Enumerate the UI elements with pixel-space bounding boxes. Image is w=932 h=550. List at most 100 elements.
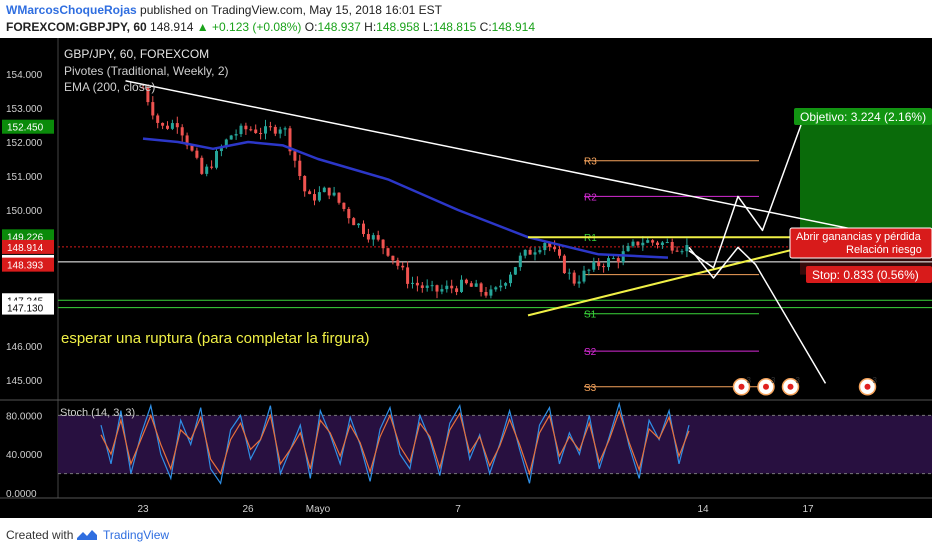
price-tick-label: 145.000 [6,376,43,387]
candle-body [611,258,615,260]
candle-body [357,223,361,226]
chart-title: GBP/JPY, 60, FOREXCOM [64,47,209,61]
candle-body [156,115,160,123]
candle-body [264,126,267,134]
chart-annotation: esperar una ruptura (para completar la f… [61,330,369,347]
candle-body [528,249,532,255]
high-value: 148.958 [376,20,420,34]
candle-body [646,240,650,243]
candle-body [342,202,346,209]
time-axis: 2326Mayo71417212428 [137,504,814,515]
candle-body [509,274,512,284]
up-arrow-icon: ▲ [196,20,209,34]
candle-body [592,261,596,270]
candle-body [577,281,581,284]
price-mark-label: 148.393 [7,261,44,272]
candle-body [362,223,365,235]
candle-body [641,242,645,246]
time-tick-label: Mayo [306,504,331,515]
candle-body [430,285,434,287]
risk-info-line: Relación riesgo [846,244,922,256]
candle-body [582,270,586,282]
tradingview-logo-icon[interactable] [76,526,98,542]
main-pane[interactable]: 154.000 153.000 152.000 151.000 150.000 146.0… [0,38,932,499]
indicator-legend: EMA (200, close) [64,80,155,94]
candle-body [562,255,566,274]
price-mark-box [2,239,54,254]
candle-body [303,176,307,192]
candle-body [460,279,463,292]
published-text: published on TradingView.com, May 15, 20… [140,3,442,17]
low-value: 148.815 [432,20,477,34]
candle-body [406,267,410,284]
candle-body [665,241,669,243]
stoch-tick-label: 0.0000 [6,489,37,500]
price-change: +0.123 (+0.08%) [212,20,302,34]
candle-body [190,145,194,151]
tradingview-link[interactable]: TradingView [103,528,170,542]
candle-body [293,151,297,161]
candle-body [499,285,503,288]
chart-canvas[interactable]: 154.000 153.000 152.000 151.000 150.000 146.0… [0,38,932,518]
open-value: 148.937 [317,20,361,34]
candle-body [543,242,547,251]
candle-body [626,245,630,252]
time-tick-label: 17 [802,504,814,515]
price-mark-box [2,300,54,315]
candle-body [273,126,277,134]
pivot-label: S2 [584,347,597,358]
candle-body [337,192,341,203]
risk-info-line: Abrir ganancias y pérdida [796,231,922,243]
event-dot [763,383,769,390]
event-badge-count: 3 [796,376,801,385]
candle-body [440,289,444,292]
candle-body [425,285,429,288]
price-tick-label: 150.000 [6,206,43,217]
price-tick-label: 151.000 [6,172,43,183]
price-tick-label: 154.000 [6,70,43,81]
candle-body [200,157,204,174]
pivot-label: R2 [584,192,597,203]
time-tick-label: 26 [242,504,254,515]
candle-body [607,258,610,268]
candle-body [224,139,228,148]
candle-body [518,255,522,268]
publish-line: WMarcosChoqueRojas published on TradingV… [6,3,442,17]
candle-body [538,250,542,253]
price-mark-box [2,229,54,244]
candle-body [435,285,439,292]
candle-body [494,287,498,290]
candle-body [386,248,390,256]
candle-body [195,150,199,158]
candle-body [411,282,414,284]
stoch-pane[interactable]: 80.0000 40.0000 0.0000 Stoch (14, 3, 3) [6,401,932,500]
candle-body [259,133,263,135]
candle-body [616,258,620,263]
candle-body [455,288,459,292]
price-mark-label: 149.226 [7,232,44,243]
candle-body [352,218,356,226]
candle-body [597,261,601,267]
candle-body [210,166,214,168]
event-badge-count: 3 [747,376,752,385]
low-label: L: [422,20,433,34]
candle-body [151,102,155,116]
candle-body [445,285,449,290]
candle-body [631,241,635,246]
symbol-label: FOREXCOM:GBPJPY, 60 [6,20,147,34]
ema-line [142,137,669,259]
candle-body [170,123,174,129]
price-mark-label: 148.914 [7,243,44,254]
candle-body [685,245,689,252]
candle-body [513,267,517,275]
price-tick-label: 153.000 [6,104,43,115]
author-link[interactable]: WMarcosChoqueRojas [6,3,137,17]
candle-body [249,129,253,131]
candle-body [317,192,321,201]
candle-body [366,234,370,240]
candle-body [239,125,243,135]
candle-body [308,191,312,195]
stoch-series-line [100,409,690,476]
candle-body [327,187,331,196]
candle-body [420,285,424,288]
